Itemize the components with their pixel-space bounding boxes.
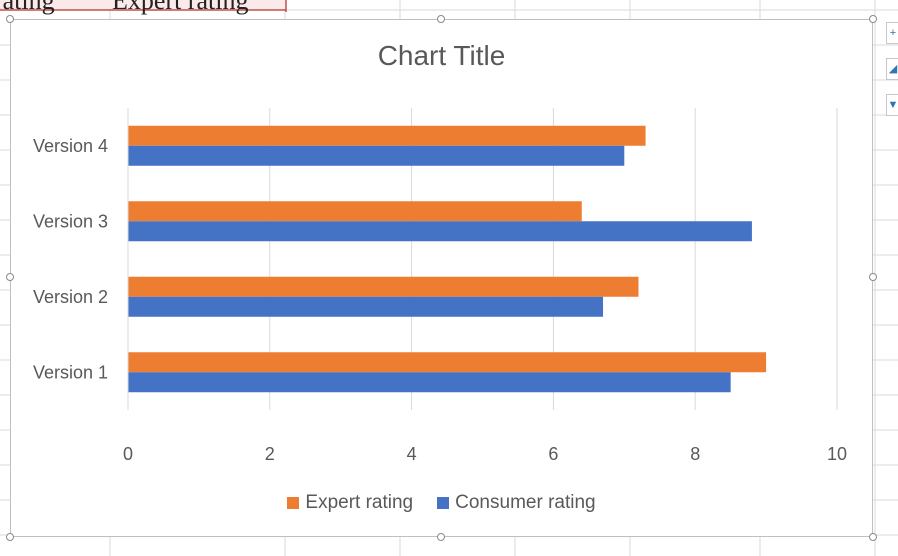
category-label: Version 1	[33, 362, 108, 382]
legend-swatch-consumer	[437, 497, 450, 509]
bar-consumer-version-4[interactable]	[128, 145, 625, 166]
brush-icon: ◢	[888, 63, 898, 75]
bar-expert-version-3[interactable]	[128, 201, 582, 222]
chart-styles-button[interactable]: ◢	[886, 58, 898, 80]
legend-swatch-expert	[287, 497, 300, 509]
resize-handle-bottom-right[interactable]	[869, 533, 877, 541]
header-cell-expert-rating: Expert rating	[112, 0, 249, 15]
x-tick-label: 10	[827, 444, 847, 464]
legend-item-consumer[interactable]: Consumer rating	[437, 492, 596, 514]
category-label: Version 4	[33, 136, 108, 156]
bar-consumer-version-1[interactable]	[128, 372, 731, 393]
chart-filters-button[interactable]: ▼	[886, 94, 898, 116]
filter-icon: ▼	[887, 99, 898, 111]
bar-consumer-version-2[interactable]	[128, 296, 604, 317]
legend-item-expert[interactable]: Expert rating	[287, 492, 413, 514]
plot-area[interactable]: 0 2 4 6 8 10 Version 1 Version 2 Version 3 Versio…	[11, 20, 874, 538]
legend[interactable]: Expert rating Consumer rating	[11, 492, 872, 514]
chart-area[interactable]: Chart Title 0 2 4 6 8 10 Version 1 Version 2 Ver…	[10, 19, 873, 537]
resize-handle-top-right[interactable]	[869, 15, 877, 23]
x-tick-label: 2	[265, 444, 275, 464]
x-tick-label: 0	[123, 444, 133, 464]
resize-handle-middle-left[interactable]	[6, 273, 14, 281]
resize-handle-bottom-middle[interactable]	[437, 533, 445, 541]
header-cell-rating: rating	[0, 0, 55, 15]
bar-expert-version-4[interactable]	[128, 125, 646, 146]
chart-title[interactable]: Chart Title	[377, 40, 506, 71]
category-label: Version 3	[33, 211, 108, 231]
bar-consumer-version-3[interactable]	[128, 221, 752, 242]
plus-icon: +	[889, 27, 897, 39]
legend-label-expert: Expert rating	[305, 492, 414, 513]
x-tick-label: 4	[407, 444, 417, 464]
x-tick-label: 8	[690, 444, 700, 464]
resize-handle-bottom-left[interactable]	[6, 533, 14, 541]
chart-elements-button[interactable]: +	[886, 22, 898, 44]
category-label: Version 2	[33, 287, 108, 307]
x-tick-label: 6	[548, 444, 558, 464]
bar-expert-version-1[interactable]	[128, 352, 767, 373]
bar-expert-version-2[interactable]	[128, 276, 639, 297]
resize-handle-top-left[interactable]	[6, 15, 14, 23]
legend-label-consumer: Consumer rating	[455, 492, 596, 513]
resize-handle-top-middle[interactable]	[437, 15, 445, 23]
resize-handle-middle-right[interactable]	[869, 273, 877, 281]
selected-cell-range	[0, 0, 286, 10]
